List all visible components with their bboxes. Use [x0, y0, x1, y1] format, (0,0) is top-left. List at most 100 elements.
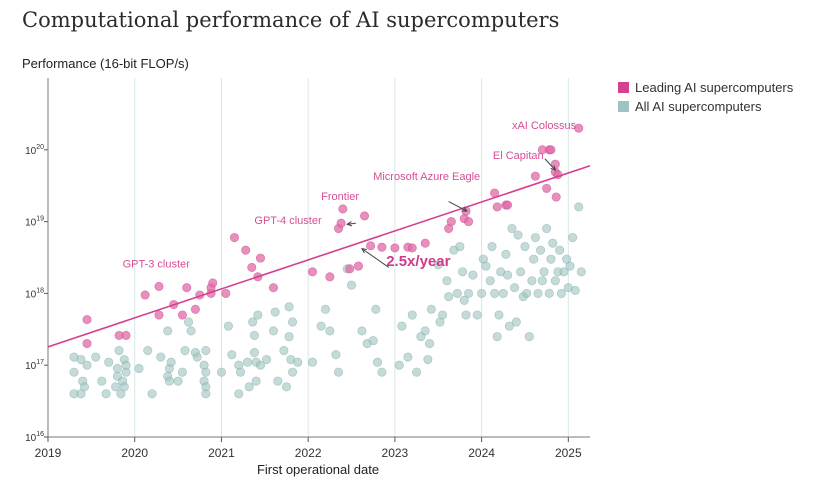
- data-point-all: [183, 317, 194, 327]
- data-point-all: [273, 376, 283, 386]
- annotation-arrowhead: [550, 165, 557, 172]
- data-point-all: [492, 332, 502, 342]
- data-point-all: [568, 232, 578, 243]
- series-leading-ai-supercomputers: [82, 123, 584, 349]
- data-point-all: [163, 326, 173, 336]
- data-point-leading: [338, 204, 348, 214]
- data-point-all: [426, 304, 436, 314]
- legend-swatch-all: [618, 101, 629, 112]
- data-point-all: [82, 360, 92, 370]
- data-point-leading: [353, 261, 364, 271]
- data-point-all: [548, 238, 558, 248]
- data-point-all: [455, 241, 465, 252]
- data-point-all: [281, 382, 292, 392]
- data-point-all: [147, 389, 157, 399]
- data-point-all: [320, 304, 331, 314]
- data-point-all: [279, 345, 289, 356]
- x-tick-label: 2020: [121, 446, 148, 460]
- data-point-leading: [140, 290, 150, 300]
- data-point-all: [461, 310, 471, 320]
- data-point-all: [442, 276, 452, 286]
- trend-line-group: [47, 164, 591, 348]
- data-point-all: [261, 354, 272, 365]
- x-axis-label: First operational date: [256, 462, 380, 477]
- annotation-arrowhead: [360, 247, 367, 254]
- data-point-all: [201, 345, 211, 356]
- data-point-all: [234, 389, 244, 399]
- data-point-all: [516, 267, 526, 277]
- x-tick-label: 2021: [208, 446, 235, 460]
- data-point-leading: [247, 262, 257, 272]
- annotation-arrow: [544, 158, 556, 171]
- data-point-all: [494, 310, 504, 320]
- data-point-all: [69, 367, 79, 377]
- data-point-all: [331, 350, 341, 360]
- data-point-all: [570, 285, 580, 295]
- x-tick-label: 2023: [382, 446, 409, 460]
- data-point-leading: [154, 281, 164, 291]
- data-point-all: [397, 321, 407, 331]
- data-point-all: [403, 352, 413, 362]
- data-point-all: [452, 288, 462, 298]
- data-point-leading: [464, 217, 474, 227]
- data-point-all: [288, 317, 298, 327]
- data-point-all: [79, 382, 89, 392]
- data-point-all: [186, 326, 196, 336]
- data-point-all: [325, 326, 335, 336]
- data-point-all: [346, 280, 357, 290]
- data-point-leading: [241, 245, 251, 255]
- data-point-all: [201, 382, 211, 392]
- data-point-leading: [154, 310, 164, 320]
- data-point-all: [423, 354, 433, 365]
- data-point-all: [164, 376, 174, 386]
- data-point-all: [227, 350, 237, 360]
- data-point-all: [539, 267, 549, 277]
- data-point-all: [459, 295, 469, 305]
- data-point-all: [293, 357, 303, 367]
- data-point-leading: [307, 267, 318, 277]
- data-point-all: [574, 202, 584, 212]
- data-point-leading: [550, 159, 560, 169]
- data-point-all: [520, 241, 530, 252]
- data-point-all: [134, 363, 144, 374]
- data-point-all: [177, 367, 187, 377]
- y-tick-label: 1018: [25, 287, 44, 300]
- data-point-all: [235, 367, 246, 377]
- data-point-all: [372, 357, 383, 367]
- data-point-all: [180, 345, 190, 356]
- chart-title: Computational performance of AI supercom…: [22, 8, 560, 32]
- annotation-arrow: [347, 222, 356, 225]
- data-point-all: [249, 348, 259, 358]
- data-point-all: [156, 352, 166, 362]
- data-point-all: [468, 270, 478, 280]
- trend-line: [47, 164, 591, 348]
- data-point-leading: [255, 253, 266, 263]
- data-point-all: [490, 288, 500, 298]
- data-point-all: [485, 276, 495, 286]
- data-point-all: [249, 330, 259, 340]
- data-point-all: [143, 345, 153, 356]
- annotation-arrowhead: [461, 206, 468, 212]
- data-point-all: [307, 357, 318, 367]
- data-point-all: [438, 310, 448, 320]
- data-point-leading: [325, 272, 335, 282]
- annotation-label: xAI Colossus: [512, 120, 577, 132]
- x-tick-label: 2025: [555, 446, 582, 460]
- data-point-all: [533, 288, 543, 298]
- data-point-all: [529, 254, 539, 264]
- data-point-all: [537, 276, 547, 286]
- data-point-all: [192, 352, 202, 362]
- data-point-all: [412, 367, 422, 377]
- annotation-label: Frontier: [321, 191, 359, 203]
- legend-item-leading[interactable]: Leading AI supercomputers: [618, 78, 793, 97]
- legend-item-all[interactable]: All AI supercomputers: [618, 97, 793, 116]
- data-point-all: [223, 321, 233, 331]
- data-point-leading: [503, 200, 513, 210]
- data-point-all: [556, 288, 566, 298]
- data-point-leading: [182, 283, 192, 293]
- data-point-all: [201, 367, 211, 377]
- data-point-leading: [82, 315, 92, 325]
- data-point-all: [173, 376, 183, 386]
- y-tick-label: 1020: [25, 144, 44, 157]
